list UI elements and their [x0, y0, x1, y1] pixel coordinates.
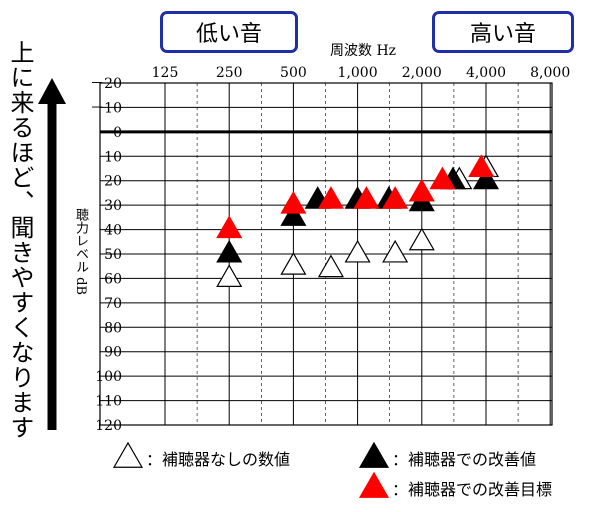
red-triangle-marker: [382, 186, 409, 209]
red-triangle-marker: [408, 178, 435, 202]
y-tick-label: 80: [104, 320, 122, 336]
y-tick-label: 10: [104, 149, 122, 165]
red-triangle-legend-icon: [358, 471, 390, 498]
x-tick-label: 250: [216, 65, 243, 81]
x-tick-label: 500: [280, 65, 307, 81]
y-tick-label: 0: [113, 125, 122, 141]
legend: ：補聴器なしの数値 ：補聴器での改善値 ：補聴器での改善目標: [112, 441, 552, 499]
side-caption: 上に来るほど、聞きやすくなります: [6, 40, 34, 440]
y-tick-label: 50: [104, 247, 122, 263]
y-tick-label: 70: [104, 296, 122, 312]
y-tick-label: 30: [104, 198, 122, 214]
black-triangle-legend-icon: [358, 441, 390, 468]
y-tick-label: 110: [95, 394, 122, 410]
legend-label: ：補聴器での改善目標: [392, 480, 552, 499]
frequency-unit-label: 周波数 Hz: [330, 43, 397, 59]
high-sound-label: 高い音: [432, 11, 574, 53]
x-tick-label: 1,000: [338, 65, 378, 81]
x-tick-labels: 125 250 500 1,000 2,000 4,000 8,000: [152, 65, 571, 81]
red-triangle-marker: [216, 215, 243, 239]
y-tick-label: 120: [95, 418, 122, 434]
x-tick-label: 4,000: [466, 65, 506, 81]
y-tick-label: －20: [90, 76, 122, 92]
red-triangle-marker: [468, 154, 495, 178]
chart-grid: [99, 82, 553, 426]
x-tick-label: 125: [152, 65, 179, 81]
open-triangle-legend-icon: [112, 441, 144, 468]
red-triangle-marker: [280, 190, 307, 214]
up-arrow-icon: [38, 78, 66, 430]
x-tick-label: 2,000: [402, 65, 442, 81]
y-tick-labels: －20 －10 0 10 20 30 40 50 60 70 80 90 100 110 120: [90, 76, 122, 434]
black-triangle-marker: [472, 166, 500, 190]
open-triangle-marker: [344, 239, 371, 263]
y-axis-label: 聴力レベル dB: [73, 208, 88, 296]
open-triangle-marker: [317, 254, 344, 278]
y-tick-label: 100: [95, 369, 122, 385]
y-tick-label: 90: [104, 345, 122, 361]
y-tick-label: －10: [90, 100, 122, 116]
low-sound-label: 低い音: [160, 11, 298, 53]
open-triangle-marker: [216, 264, 243, 287]
x-tick-label: 8,000: [530, 65, 570, 81]
red-triangle-marker: [317, 186, 344, 209]
open-triangle-marker: [408, 227, 435, 251]
open-triangle-marker: [382, 239, 409, 263]
black-triangle-marker: [280, 203, 307, 226]
y-tick-label: 20: [104, 174, 122, 190]
y-tick-label: 60: [104, 271, 122, 287]
legend-label: ：補聴器なしの数値: [146, 450, 290, 469]
data-points: [216, 154, 500, 287]
open-triangle-marker: [280, 252, 307, 275]
red-triangle-marker: [353, 186, 380, 209]
red-triangle-marker: [429, 166, 456, 190]
legend-label: ：補聴器での改善値: [392, 450, 536, 469]
y-tick-label: 40: [104, 223, 122, 239]
black-triangle-marker: [216, 239, 243, 263]
